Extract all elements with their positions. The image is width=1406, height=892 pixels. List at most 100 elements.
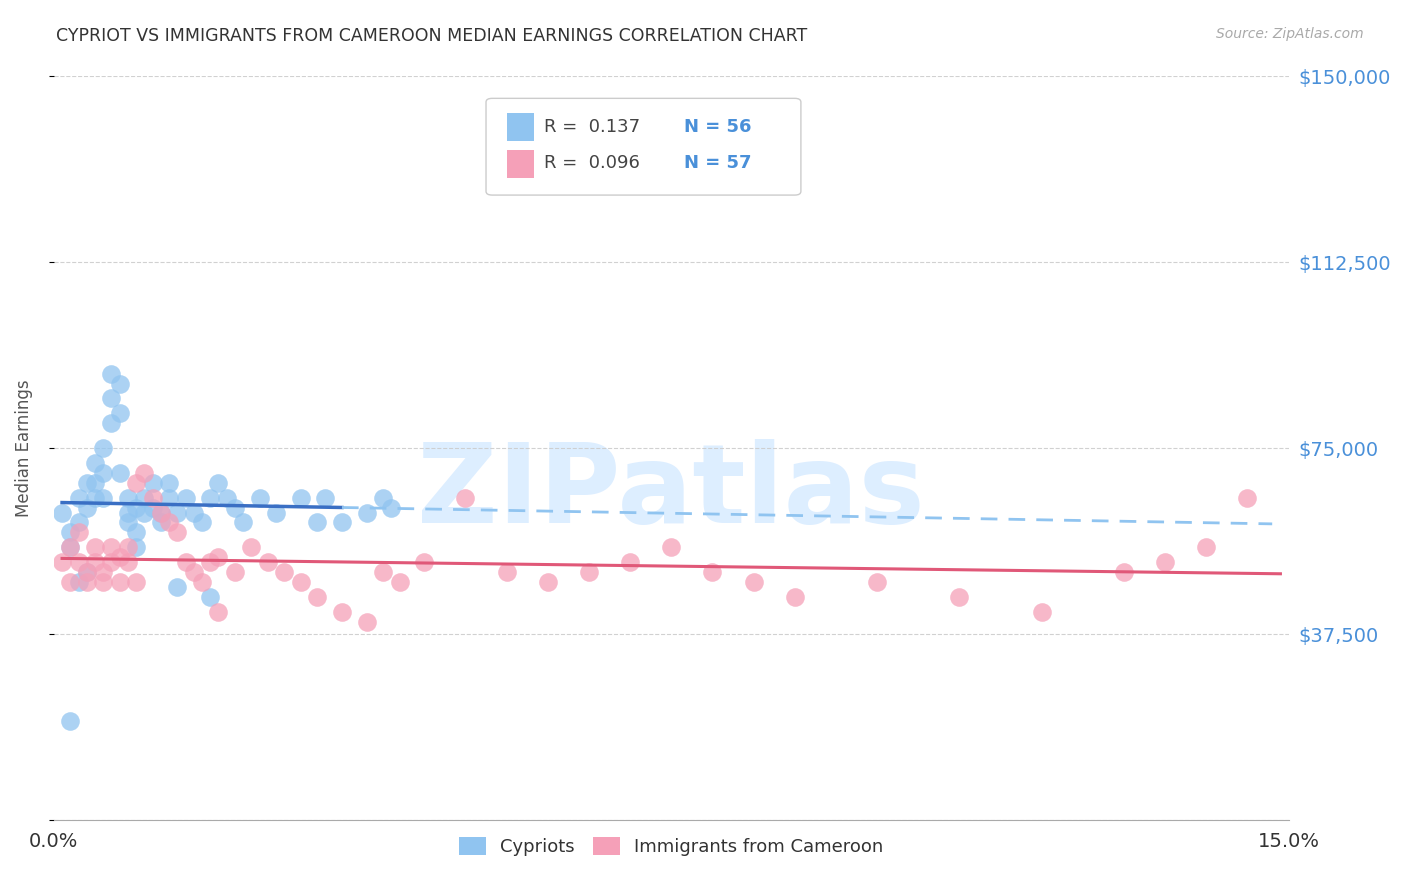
Point — [134, 466, 156, 480]
Point — [108, 406, 131, 420]
Point — [59, 714, 82, 728]
Text: N = 57: N = 57 — [683, 154, 751, 172]
Point — [84, 456, 107, 470]
Point — [371, 491, 394, 505]
Point — [91, 574, 114, 589]
Point — [454, 491, 477, 505]
Point — [157, 475, 180, 490]
Point — [84, 475, 107, 490]
Point — [125, 525, 148, 540]
Text: ZIPatlas: ZIPatlas — [418, 439, 925, 546]
Point — [380, 500, 402, 515]
Point — [100, 367, 122, 381]
Point — [117, 506, 139, 520]
FancyBboxPatch shape — [486, 98, 801, 195]
Point — [174, 555, 197, 569]
Point — [76, 574, 98, 589]
Point — [183, 565, 205, 579]
Point — [290, 574, 312, 589]
Point — [232, 516, 254, 530]
Point — [125, 500, 148, 515]
Point — [100, 555, 122, 569]
Point — [51, 506, 73, 520]
Point — [91, 466, 114, 480]
Point — [117, 555, 139, 569]
Point — [264, 506, 287, 520]
Point — [166, 525, 188, 540]
Point — [174, 491, 197, 505]
Point — [166, 506, 188, 520]
Point — [702, 565, 724, 579]
Point — [866, 574, 889, 589]
Point — [742, 574, 765, 589]
Point — [200, 590, 222, 604]
Point — [224, 500, 246, 515]
Point — [76, 500, 98, 515]
Point — [142, 475, 165, 490]
Point — [84, 491, 107, 505]
Point — [273, 565, 295, 579]
Legend: Cypriots, Immigrants from Cameroon: Cypriots, Immigrants from Cameroon — [451, 830, 891, 863]
Point — [207, 475, 229, 490]
Point — [191, 516, 214, 530]
Point — [783, 590, 806, 604]
Point — [157, 516, 180, 530]
Point — [537, 574, 560, 589]
Point — [215, 491, 238, 505]
Point — [1031, 605, 1053, 619]
Point — [207, 605, 229, 619]
Point — [100, 417, 122, 431]
Point — [117, 516, 139, 530]
Point — [108, 376, 131, 391]
Point — [290, 491, 312, 505]
Point — [307, 516, 329, 530]
Point — [67, 525, 90, 540]
Y-axis label: Median Earnings: Median Earnings — [15, 379, 32, 516]
Point — [224, 565, 246, 579]
Point — [100, 392, 122, 406]
FancyBboxPatch shape — [508, 150, 534, 178]
Point — [100, 541, 122, 555]
Point — [84, 541, 107, 555]
Point — [149, 516, 172, 530]
Point — [125, 475, 148, 490]
Point — [134, 506, 156, 520]
Point — [117, 491, 139, 505]
Point — [166, 580, 188, 594]
Point — [91, 441, 114, 455]
Point — [200, 491, 222, 505]
Point — [578, 565, 600, 579]
Point — [1154, 555, 1177, 569]
Text: N = 56: N = 56 — [683, 118, 751, 136]
Point — [67, 555, 90, 569]
Point — [149, 506, 172, 520]
Point — [67, 491, 90, 505]
FancyBboxPatch shape — [508, 113, 534, 142]
Point — [91, 491, 114, 505]
Point — [388, 574, 411, 589]
Point — [108, 574, 131, 589]
Point — [59, 574, 82, 589]
Point — [413, 555, 436, 569]
Point — [117, 541, 139, 555]
Point — [51, 555, 73, 569]
Text: R =  0.137: R = 0.137 — [544, 118, 640, 136]
Point — [59, 541, 82, 555]
Point — [76, 565, 98, 579]
Point — [59, 541, 82, 555]
Point — [157, 491, 180, 505]
Point — [76, 475, 98, 490]
Point — [200, 555, 222, 569]
Text: Source: ZipAtlas.com: Source: ZipAtlas.com — [1216, 27, 1364, 41]
Point — [371, 565, 394, 579]
Point — [659, 541, 682, 555]
Point — [240, 541, 263, 555]
Point — [84, 555, 107, 569]
Point — [108, 550, 131, 565]
Point — [125, 541, 148, 555]
Point — [1195, 541, 1218, 555]
Point — [356, 615, 378, 629]
Point — [125, 574, 148, 589]
Point — [67, 574, 90, 589]
Point — [76, 565, 98, 579]
